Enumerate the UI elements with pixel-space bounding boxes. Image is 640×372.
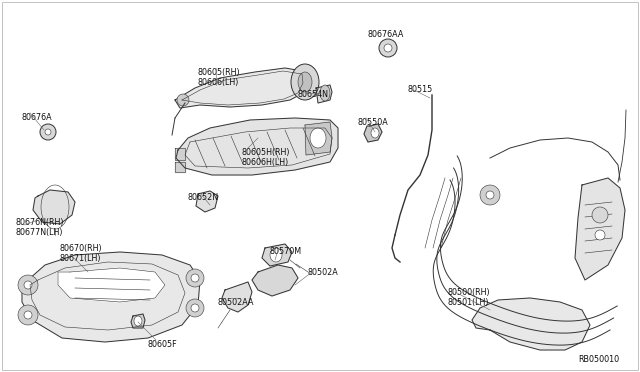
- Ellipse shape: [379, 39, 397, 57]
- Ellipse shape: [191, 274, 199, 282]
- Text: 80605H(RH): 80605H(RH): [242, 148, 291, 157]
- Polygon shape: [175, 148, 185, 160]
- Text: 80501(LH): 80501(LH): [448, 298, 490, 307]
- Text: 80606(LH): 80606(LH): [198, 78, 239, 87]
- Ellipse shape: [270, 248, 282, 262]
- Ellipse shape: [298, 72, 312, 92]
- Ellipse shape: [40, 124, 56, 140]
- Polygon shape: [472, 298, 590, 350]
- Ellipse shape: [18, 305, 38, 325]
- Polygon shape: [175, 68, 310, 108]
- Text: 80502A: 80502A: [308, 268, 339, 277]
- Polygon shape: [222, 282, 252, 312]
- Text: 80671(LH): 80671(LH): [60, 254, 102, 263]
- Ellipse shape: [24, 281, 32, 289]
- Text: 80500(RH): 80500(RH): [448, 288, 491, 297]
- Text: 80550A: 80550A: [358, 118, 388, 127]
- Ellipse shape: [592, 207, 608, 223]
- Text: 80677N(LH): 80677N(LH): [16, 228, 63, 237]
- Ellipse shape: [45, 129, 51, 135]
- Text: 80670(RH): 80670(RH): [60, 244, 102, 253]
- Polygon shape: [58, 268, 165, 302]
- Polygon shape: [364, 124, 382, 142]
- Polygon shape: [252, 265, 298, 296]
- Ellipse shape: [177, 94, 189, 106]
- Polygon shape: [305, 122, 332, 155]
- Ellipse shape: [186, 269, 204, 287]
- Ellipse shape: [320, 85, 330, 101]
- Text: 80605(RH): 80605(RH): [198, 68, 241, 77]
- Ellipse shape: [486, 191, 494, 199]
- Text: 80502AA: 80502AA: [218, 298, 255, 307]
- Text: 80605F: 80605F: [148, 340, 178, 349]
- Polygon shape: [22, 252, 200, 342]
- Text: 80570M: 80570M: [270, 247, 302, 256]
- Ellipse shape: [595, 230, 605, 240]
- Text: 80606H(LH): 80606H(LH): [242, 158, 289, 167]
- Polygon shape: [175, 162, 185, 172]
- Text: 80676AA: 80676AA: [367, 30, 403, 39]
- Text: 80515: 80515: [408, 85, 433, 94]
- Ellipse shape: [134, 316, 142, 326]
- Ellipse shape: [191, 304, 199, 312]
- Text: 80676A: 80676A: [22, 113, 52, 122]
- Text: 80676N(RH): 80676N(RH): [16, 218, 65, 227]
- Text: 80654N: 80654N: [298, 90, 329, 99]
- Ellipse shape: [371, 128, 379, 138]
- Ellipse shape: [291, 64, 319, 100]
- Polygon shape: [196, 191, 218, 212]
- Polygon shape: [33, 190, 75, 224]
- Ellipse shape: [480, 185, 500, 205]
- Ellipse shape: [310, 128, 326, 148]
- Text: 80652N: 80652N: [188, 193, 219, 202]
- Ellipse shape: [18, 275, 38, 295]
- Polygon shape: [131, 314, 145, 328]
- Polygon shape: [176, 118, 338, 175]
- Ellipse shape: [186, 299, 204, 317]
- Polygon shape: [262, 244, 292, 266]
- Polygon shape: [575, 178, 625, 280]
- Ellipse shape: [384, 44, 392, 52]
- Ellipse shape: [24, 311, 32, 319]
- Text: RB050010: RB050010: [578, 355, 619, 364]
- Polygon shape: [316, 85, 332, 103]
